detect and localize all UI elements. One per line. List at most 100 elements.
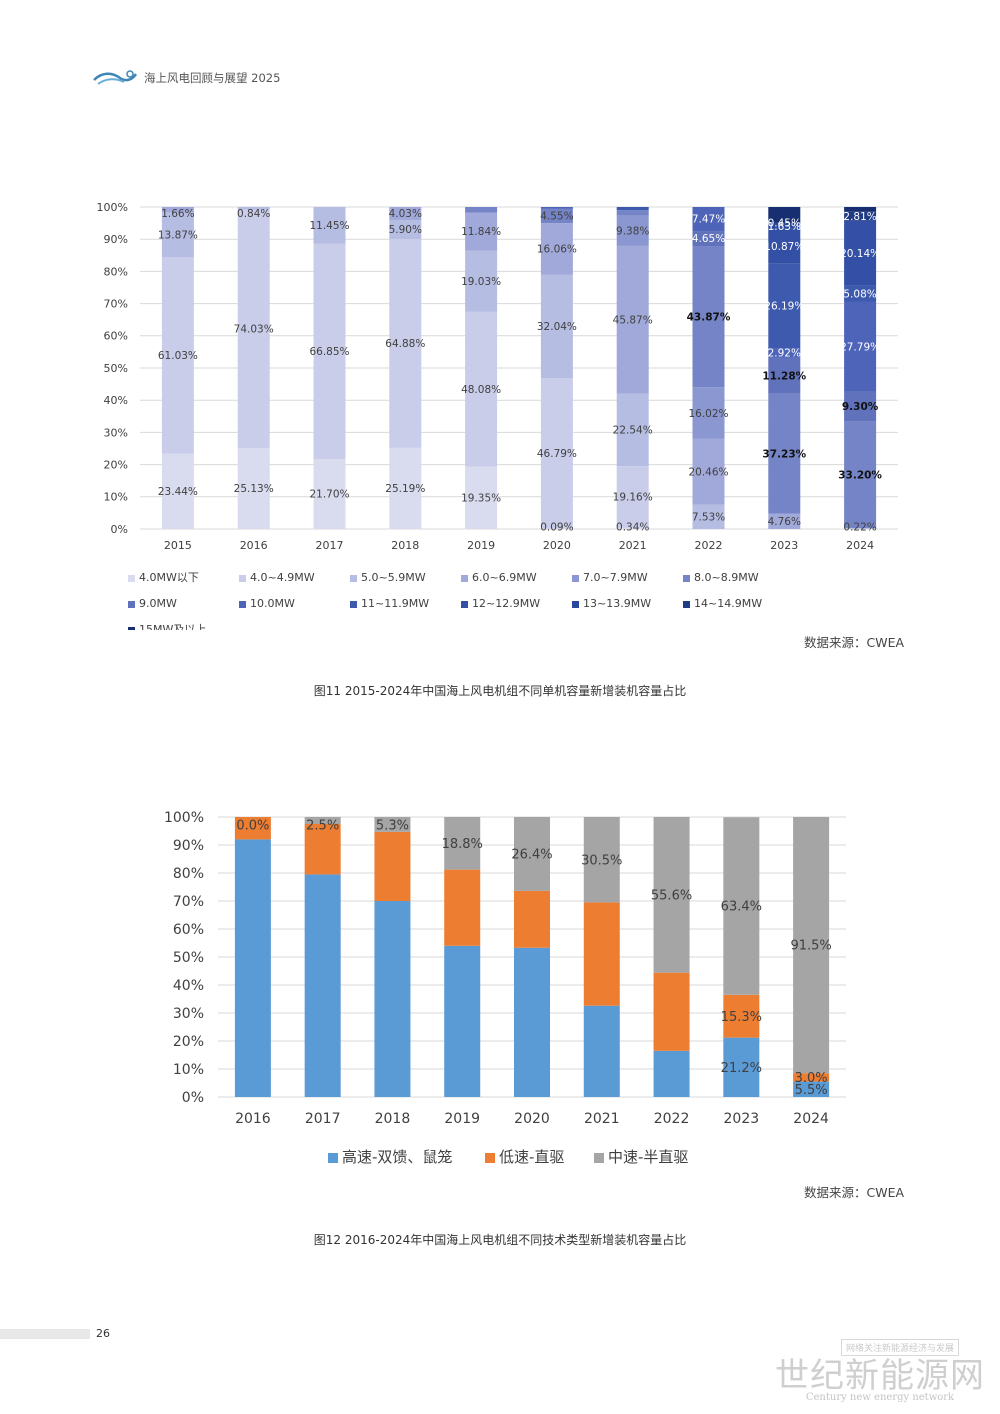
legend-swatch <box>128 575 135 582</box>
data-label: 1.66% <box>161 208 194 220</box>
page-number: 26 <box>96 1327 110 1340</box>
legend-label: 9.0MW <box>139 597 177 610</box>
bar-segment <box>540 274 573 379</box>
data-label: 5.90% <box>389 224 422 236</box>
data-label: 21.2% <box>721 1061 762 1076</box>
chart1-caption: 图11 2015-2024年中国海上风电机组不同单机容量新增装机容量占比 <box>313 684 687 698</box>
data-label: 19.03% <box>461 276 501 288</box>
bar-segment <box>692 438 725 505</box>
bar-segment <box>161 212 194 258</box>
data-label: 66.85% <box>309 346 349 358</box>
data-label: 26.4% <box>511 848 552 863</box>
y-tick-label: 0% <box>182 1090 204 1106</box>
chart2-caption: 图12 2016-2024年中国海上风电机组不同技术类型新增装机容量占比 <box>313 1233 687 1247</box>
legend-swatch <box>572 601 579 608</box>
x-tick-label: 2019 <box>444 1111 480 1127</box>
bar-segment <box>692 387 725 439</box>
y-tick-label: 30% <box>173 1006 204 1022</box>
data-label: 25.19% <box>385 483 425 495</box>
data-label: 0.34% <box>616 522 649 534</box>
bar-segment <box>374 831 411 901</box>
bar-segment <box>444 869 481 946</box>
data-label: 15.3% <box>721 1010 762 1025</box>
legend-swatch <box>461 575 468 582</box>
data-label: 11.84% <box>461 226 501 238</box>
watermark-name: 世纪新能源网 <box>775 1356 985 1396</box>
legend-label: 7.0~7.9MW <box>583 571 648 584</box>
bar-segment <box>389 207 422 220</box>
bar-segment <box>616 210 649 216</box>
bar-segment <box>768 357 801 394</box>
bar-segment <box>616 207 649 211</box>
data-label: 21.70% <box>309 489 349 501</box>
data-label: 18.8% <box>442 837 483 852</box>
x-tick-label: 2022 <box>695 539 723 552</box>
data-label: 5.08% <box>843 288 876 300</box>
legend-label: 4.0MW以下 <box>139 571 199 584</box>
data-label: 4.55% <box>540 211 573 223</box>
y-tick-label: 40% <box>173 978 204 994</box>
bar-segment <box>768 207 801 223</box>
data-label: 2.92% <box>768 347 801 359</box>
legend-label: 12~12.9MW <box>472 597 540 610</box>
bar-segment <box>304 824 341 875</box>
bar-segment <box>389 219 422 239</box>
bar-segment <box>465 250 498 312</box>
x-tick-label: 2017 <box>316 539 344 552</box>
x-tick-label: 2023 <box>724 1111 760 1127</box>
data-label: 3.0% <box>795 1071 828 1086</box>
bar-segment <box>723 1037 760 1097</box>
bar-segment <box>844 211 877 221</box>
legend-swatch <box>485 1153 495 1163</box>
x-tick-label: 2020 <box>543 539 571 552</box>
legend-label: 11~11.9MW <box>361 597 429 610</box>
bar-segment <box>844 285 877 302</box>
bar-segment <box>616 466 649 528</box>
bar-segment <box>313 243 346 460</box>
legend-label: 4.0~4.9MW <box>250 571 315 584</box>
legend-swatch <box>239 575 246 582</box>
bar-segment <box>374 901 411 1097</box>
bar-segment <box>389 238 422 448</box>
data-label: 74.03% <box>234 324 274 336</box>
y-tick-label: 10% <box>104 491 128 504</box>
y-tick-label: 60% <box>104 330 128 343</box>
data-label: 16.06% <box>537 244 577 256</box>
data-label: 0.45% <box>768 217 801 229</box>
bar-segment <box>540 208 573 224</box>
bar-segment <box>844 220 877 286</box>
x-tick-label: 2018 <box>391 539 419 552</box>
chart1-source: 数据来源：CWEA <box>804 635 905 650</box>
bar-segment <box>514 817 550 891</box>
watermark: 网络关注新能源经济与发展 世纪新能源网 Century new energy n… <box>770 1336 990 1408</box>
data-label: 9.38% <box>616 226 649 238</box>
data-label: 25.13% <box>234 483 274 495</box>
legend-label: 8.0~8.9MW <box>694 571 759 584</box>
legend-swatch <box>239 601 246 608</box>
y-tick-label: 80% <box>173 866 204 882</box>
legend-label: 低速-直驱 <box>499 1148 564 1166</box>
data-label: 91.5% <box>790 939 831 954</box>
x-tick-label: 2020 <box>514 1111 550 1127</box>
x-tick-label: 2024 <box>846 539 874 552</box>
data-label: 22.54% <box>613 425 653 437</box>
watermark-english: Century new energy network <box>805 1392 955 1403</box>
bar-segment <box>616 393 649 467</box>
bar-segment <box>793 1081 830 1097</box>
legend-label: 14~14.9MW <box>694 597 762 610</box>
data-label: 63.4% <box>721 900 762 915</box>
data-label: 27.79% <box>840 341 880 353</box>
legend-swatch <box>683 575 690 582</box>
bar-segment <box>616 215 649 246</box>
legend-swatch <box>683 601 690 608</box>
bar-segment <box>304 874 341 1097</box>
bar-segment <box>844 421 877 529</box>
y-tick-label: 60% <box>173 922 204 938</box>
data-label: 46.79% <box>537 448 577 460</box>
legend-swatch <box>350 601 357 608</box>
bar-segment <box>313 459 346 529</box>
legend-label: 6.0~6.9MW <box>472 571 537 584</box>
data-label: 32.04% <box>537 321 577 333</box>
bar-segment <box>768 222 801 224</box>
legend-swatch <box>328 1153 338 1163</box>
